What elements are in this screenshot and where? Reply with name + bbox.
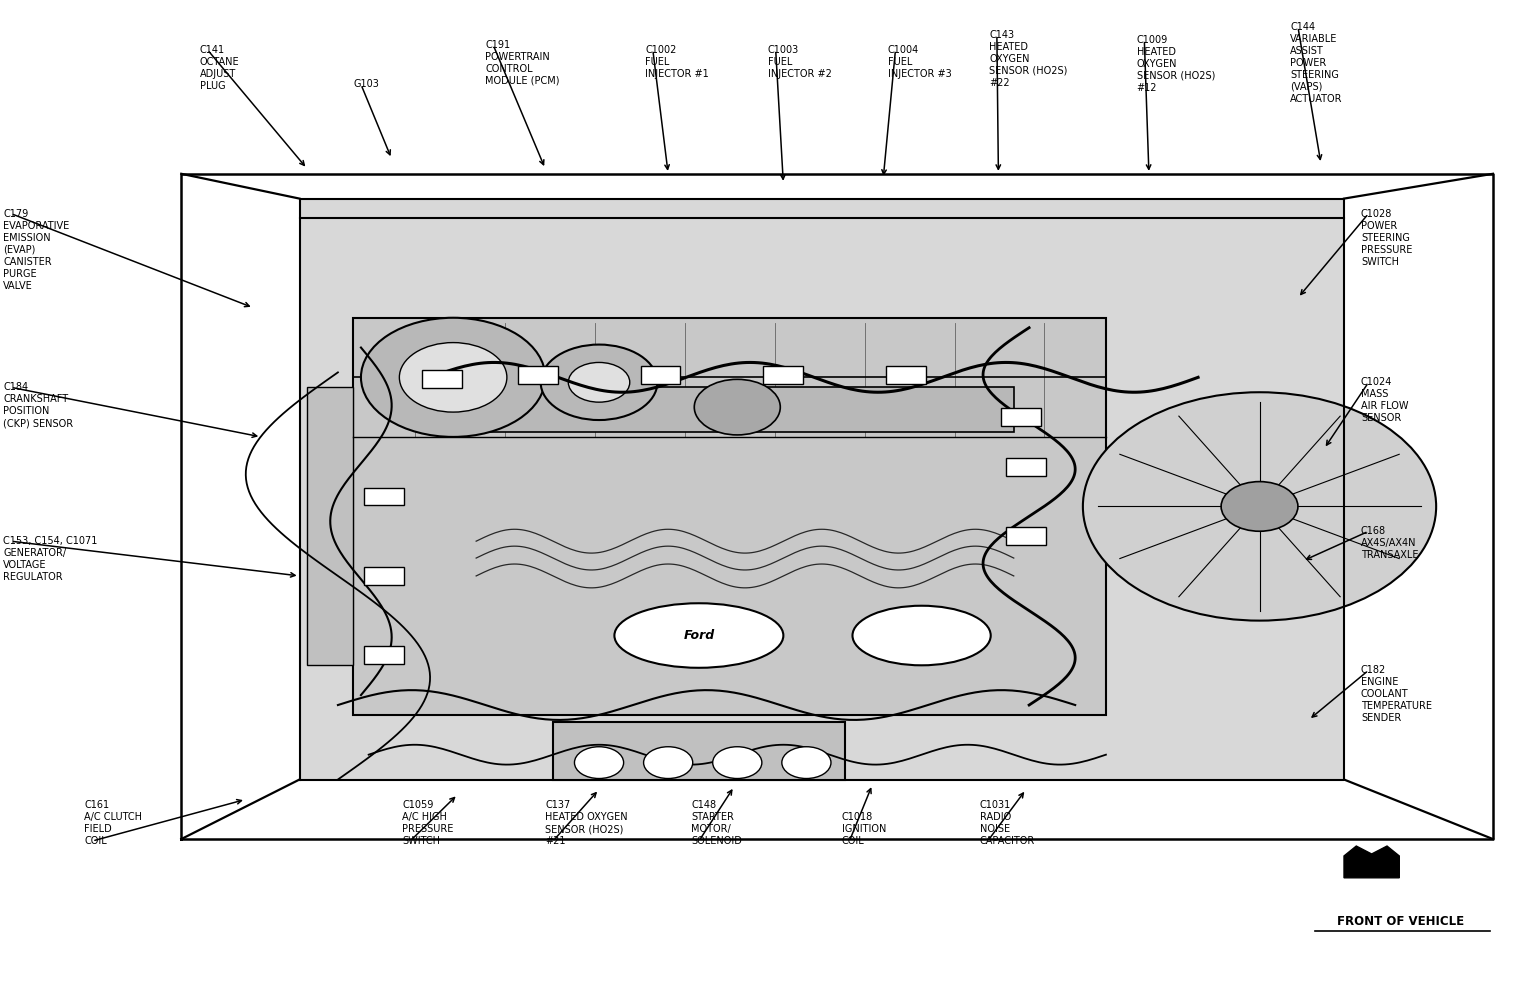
Text: C184
CRANKSHAFT
POSITION
(CKP) SENSOR: C184 CRANKSHAFT POSITION (CKP) SENSOR bbox=[3, 382, 74, 428]
FancyBboxPatch shape bbox=[422, 370, 462, 388]
Text: C148
STARTER
MOTOR/
SOLENOID: C148 STARTER MOTOR/ SOLENOID bbox=[691, 800, 742, 846]
FancyBboxPatch shape bbox=[1006, 458, 1046, 476]
Circle shape bbox=[399, 343, 507, 412]
Circle shape bbox=[782, 747, 831, 779]
Circle shape bbox=[1221, 482, 1298, 531]
Ellipse shape bbox=[852, 606, 991, 665]
Text: C143
HEATED
OXYGEN
SENSOR (HO2S)
#22: C143 HEATED OXYGEN SENSOR (HO2S) #22 bbox=[989, 30, 1068, 87]
FancyBboxPatch shape bbox=[641, 366, 680, 384]
Text: C137
HEATED OXYGEN
SENSOR (HO2S)
#21: C137 HEATED OXYGEN SENSOR (HO2S) #21 bbox=[545, 800, 628, 846]
Text: C1018
IGNITION
COIL: C1018 IGNITION COIL bbox=[842, 812, 886, 846]
FancyBboxPatch shape bbox=[518, 366, 558, 384]
Text: C1002
FUEL
INJECTOR #1: C1002 FUEL INJECTOR #1 bbox=[645, 45, 710, 78]
FancyBboxPatch shape bbox=[353, 318, 1106, 715]
FancyBboxPatch shape bbox=[1001, 408, 1041, 426]
FancyBboxPatch shape bbox=[445, 387, 1014, 432]
Text: C144
VARIABLE
ASSIST
POWER
STEERING
(VAPS)
ACTUATOR: C144 VARIABLE ASSIST POWER STEERING (VAP… bbox=[1290, 22, 1342, 104]
Polygon shape bbox=[1344, 846, 1399, 878]
Circle shape bbox=[568, 362, 630, 402]
Text: C1009
HEATED
OXYGEN
SENSOR (HO2S)
#12: C1009 HEATED OXYGEN SENSOR (HO2S) #12 bbox=[1137, 35, 1215, 92]
Circle shape bbox=[713, 747, 762, 779]
Circle shape bbox=[644, 747, 693, 779]
Text: C1031
RADIO
NOISE
CAPACITOR: C1031 RADIO NOISE CAPACITOR bbox=[980, 800, 1035, 846]
Text: FRONT OF VEHICLE: FRONT OF VEHICLE bbox=[1338, 915, 1464, 928]
Text: C1024
MASS
AIR FLOW
SENSOR: C1024 MASS AIR FLOW SENSOR bbox=[1361, 377, 1409, 423]
Circle shape bbox=[541, 345, 657, 420]
FancyBboxPatch shape bbox=[364, 488, 404, 505]
Text: G103: G103 bbox=[353, 79, 379, 89]
Text: C191
POWERTRAIN
CONTROL
MODULE (PCM): C191 POWERTRAIN CONTROL MODULE (PCM) bbox=[485, 40, 561, 85]
Text: C1059
A/C HIGH
PRESSURE
SWITCH: C1059 A/C HIGH PRESSURE SWITCH bbox=[402, 800, 453, 846]
Circle shape bbox=[1083, 392, 1436, 621]
Circle shape bbox=[574, 747, 624, 779]
Text: C168
AX4S/AX4N
TRANSAXLE: C168 AX4S/AX4N TRANSAXLE bbox=[1361, 526, 1418, 560]
FancyBboxPatch shape bbox=[364, 646, 404, 664]
Ellipse shape bbox=[614, 603, 783, 668]
Text: C1003
FUEL
INJECTOR #2: C1003 FUEL INJECTOR #2 bbox=[768, 45, 833, 78]
FancyBboxPatch shape bbox=[300, 199, 1344, 780]
Text: C141
OCTANE
ADJUST
PLUG: C141 OCTANE ADJUST PLUG bbox=[200, 45, 240, 90]
FancyBboxPatch shape bbox=[364, 567, 404, 585]
Text: Ford: Ford bbox=[684, 629, 714, 642]
Text: C1028
POWER
STEERING
PRESSURE
SWITCH: C1028 POWER STEERING PRESSURE SWITCH bbox=[1361, 209, 1412, 266]
FancyBboxPatch shape bbox=[553, 722, 845, 780]
FancyBboxPatch shape bbox=[307, 387, 353, 665]
Text: C153, C154, C1071
GENERATOR/
VOLTAGE
REGULATOR: C153, C154, C1071 GENERATOR/ VOLTAGE REG… bbox=[3, 536, 97, 582]
Circle shape bbox=[694, 379, 780, 435]
FancyBboxPatch shape bbox=[886, 366, 926, 384]
FancyBboxPatch shape bbox=[763, 366, 803, 384]
Text: C161
A/C CLUTCH
FIELD
COIL: C161 A/C CLUTCH FIELD COIL bbox=[84, 800, 143, 846]
Text: C182
ENGINE
COOLANT
TEMPERATURE
SENDER: C182 ENGINE COOLANT TEMPERATURE SENDER bbox=[1361, 665, 1432, 723]
Text: C1004
FUEL
INJECTOR #3: C1004 FUEL INJECTOR #3 bbox=[888, 45, 952, 78]
FancyBboxPatch shape bbox=[1006, 527, 1046, 545]
Text: C179
EVAPORATIVE
EMISSION
(EVAP)
CANISTER
PURGE
VALVE: C179 EVAPORATIVE EMISSION (EVAP) CANISTE… bbox=[3, 209, 69, 291]
Circle shape bbox=[361, 318, 545, 437]
